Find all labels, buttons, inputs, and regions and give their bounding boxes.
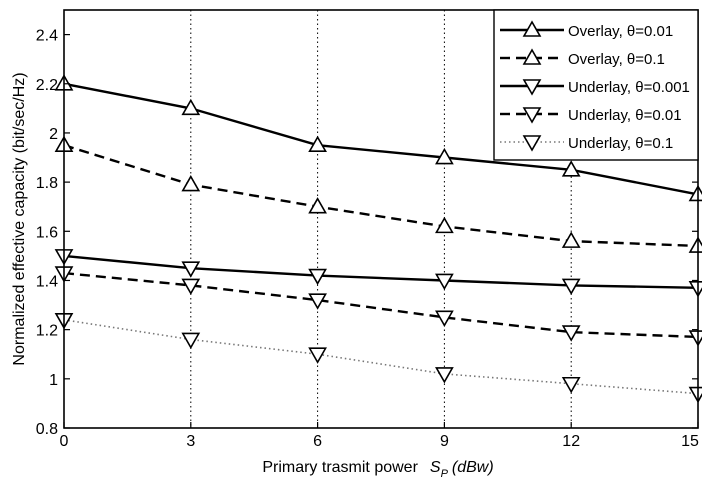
data-point-marker (435, 273, 454, 291)
plot-frame (63, 9, 699, 429)
series-line (63, 144, 699, 248)
data-point-marker (308, 293, 327, 310)
legend-marker (522, 20, 542, 37)
data-point-marker (181, 278, 201, 296)
y-tick-label: 0.8 (36, 421, 58, 438)
series-5 (54, 313, 702, 404)
y-axis-title: Normalized effective capacity (bit/sec/H… (11, 72, 28, 365)
series-line (63, 319, 699, 395)
series-line (63, 254, 699, 289)
data-point-marker (308, 268, 327, 286)
y-tick-label: 1.8 (36, 175, 58, 192)
legend-entry: Overlay, θ=0.01 (500, 20, 673, 40)
data-point-marker (561, 278, 581, 296)
x-tick-label: 3 (186, 433, 195, 450)
x-axis-subscript: P (441, 468, 449, 480)
data-point-marker (181, 174, 201, 192)
legend-label: Underlay, θ=0.01 (568, 107, 682, 124)
data-point-marker (435, 310, 454, 327)
x-axis-unit: (dBw) (452, 459, 494, 476)
data-point-marker (181, 98, 201, 116)
legend-label: Underlay, θ=0.1 (568, 135, 673, 152)
data-point-marker (561, 160, 581, 177)
x-tick-label: 15 (681, 433, 699, 450)
legend-marker (522, 79, 542, 96)
legend-marker (522, 135, 542, 152)
data-point-marker (435, 367, 454, 384)
data-point-marker (181, 332, 201, 350)
y-tick-label: 1.6 (36, 224, 58, 241)
legend-entry: Overlay, θ=0.1 (500, 48, 665, 68)
legend-marker (522, 48, 542, 65)
legend-label: Underlay, θ=0.001 (568, 79, 690, 96)
y-tick-label: 2.2 (36, 77, 58, 94)
y-tick-label: 1.4 (36, 273, 58, 290)
data-point-marker (308, 347, 327, 364)
y-tick-label: 1.2 (36, 323, 58, 340)
axis-ticks: 0 3 6 9 12 15 0.8 1 1.2 1.4 1.6 1.8 2 2.2 2.4 (36, 28, 699, 450)
data-point-marker (561, 231, 581, 248)
data-point-marker (435, 147, 454, 165)
data-point-marker (435, 216, 454, 234)
x-tick-label: 0 (60, 433, 69, 450)
x-tick-label: 12 (562, 433, 580, 450)
legend-entry: Underlay, θ=0.1 (500, 135, 673, 152)
x-axis-symbol: S (430, 459, 441, 476)
y-tick-label: 2 (49, 126, 58, 143)
y-tick-label: 2.4 (36, 28, 58, 45)
series-4 (54, 266, 702, 347)
series-group (54, 74, 702, 404)
legend-label: Overlay, θ=0.1 (568, 51, 665, 68)
legend-entry: Underlay, θ=0.001 (500, 79, 690, 96)
data-point-marker (561, 376, 581, 394)
data-point-marker (561, 325, 581, 342)
x-tick-label: 6 (313, 433, 322, 450)
y-tick-label: 1 (49, 372, 58, 389)
series-3 (54, 249, 702, 298)
series-1 (54, 74, 702, 202)
data-point-marker (181, 261, 201, 278)
data-point-marker (308, 197, 327, 214)
x-tick-label: 9 (440, 433, 449, 450)
legend: Overlay, θ=0.01 Overlay, θ=0.1 Underlay, θ… (493, 9, 699, 161)
legend-label: Overlay, θ=0.01 (568, 23, 673, 40)
data-point-marker (308, 135, 327, 153)
legend-entry: Underlay, θ=0.01 (500, 107, 682, 124)
series-line (63, 82, 699, 196)
x-axis-label-text: Primary trasmit power (262, 459, 418, 476)
series-line (63, 271, 699, 339)
x-axis-title: Primary trasmit power SP (dBw) (262, 459, 493, 480)
legend-marker (522, 107, 542, 124)
